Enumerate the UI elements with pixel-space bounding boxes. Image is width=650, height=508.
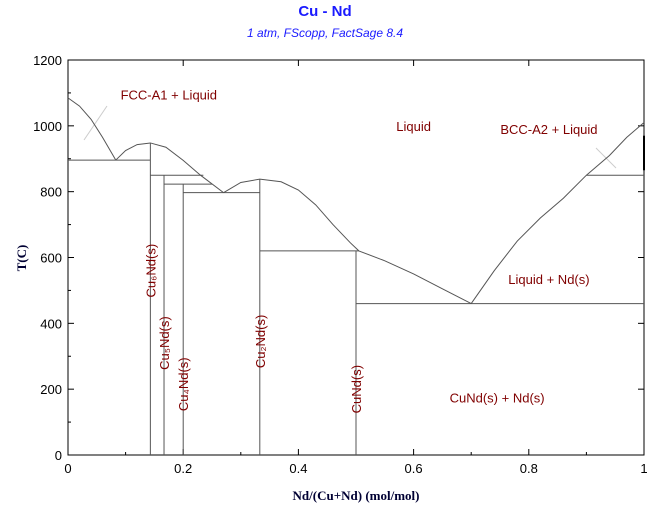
phase-boundary-liquidus-cu2nd: [223, 178, 472, 305]
y-tick-label: 600: [40, 251, 62, 266]
x-tick-label: 0.6: [405, 461, 423, 476]
y-tick-label: 1000: [33, 119, 62, 134]
phase-region-label: Liquid + Nd(s): [508, 272, 589, 287]
phase-region-label: Cu₂Nd(s): [253, 315, 268, 368]
phase-boundary-liquidus-nd: [470, 122, 645, 304]
y-tick-label: 800: [40, 185, 62, 200]
phase-boundary-liquidus-cu: [67, 97, 117, 161]
phase-region-label: Cu₅Nd(s): [157, 316, 172, 370]
chart-title: Cu - Nd: [298, 3, 352, 20]
x-tick-label: 0.2: [174, 461, 192, 476]
x-axis-label: Nd/(Cu+Nd) (mol/mol): [293, 488, 420, 503]
phase-region-label: Cu₄Nd(s): [176, 357, 191, 411]
phase-region-label: Liquid: [396, 119, 431, 134]
y-tick-label: 400: [40, 316, 62, 331]
phase-region-label: FCC-A1 + Liquid: [121, 88, 217, 103]
phase-region-label: BCC-A2 + Liquid: [500, 122, 597, 137]
y-axis-label: T(C): [14, 245, 29, 272]
y-tick-label: 0: [55, 448, 62, 463]
chart-subtitle: 1 atm, FScopp, FactSage 8.4: [246, 26, 404, 40]
phase-boundary-liquidus-cu6nd: [115, 142, 224, 194]
y-tick-label: 200: [40, 382, 62, 397]
y-tick-label: 1200: [33, 53, 62, 68]
x-tick-label: 0.4: [289, 461, 307, 476]
phase-region-label: CuNd(s) + Nd(s): [450, 390, 545, 405]
x-tick-label: 0.8: [520, 461, 538, 476]
label-leader-fcc: [83, 105, 108, 141]
x-tick-label: 0: [64, 461, 71, 476]
phase-region-label: Cu₆Nd(s): [143, 244, 158, 298]
x-tick-label: 1: [640, 461, 647, 476]
phase-region-label: CuNd(s): [349, 365, 364, 413]
